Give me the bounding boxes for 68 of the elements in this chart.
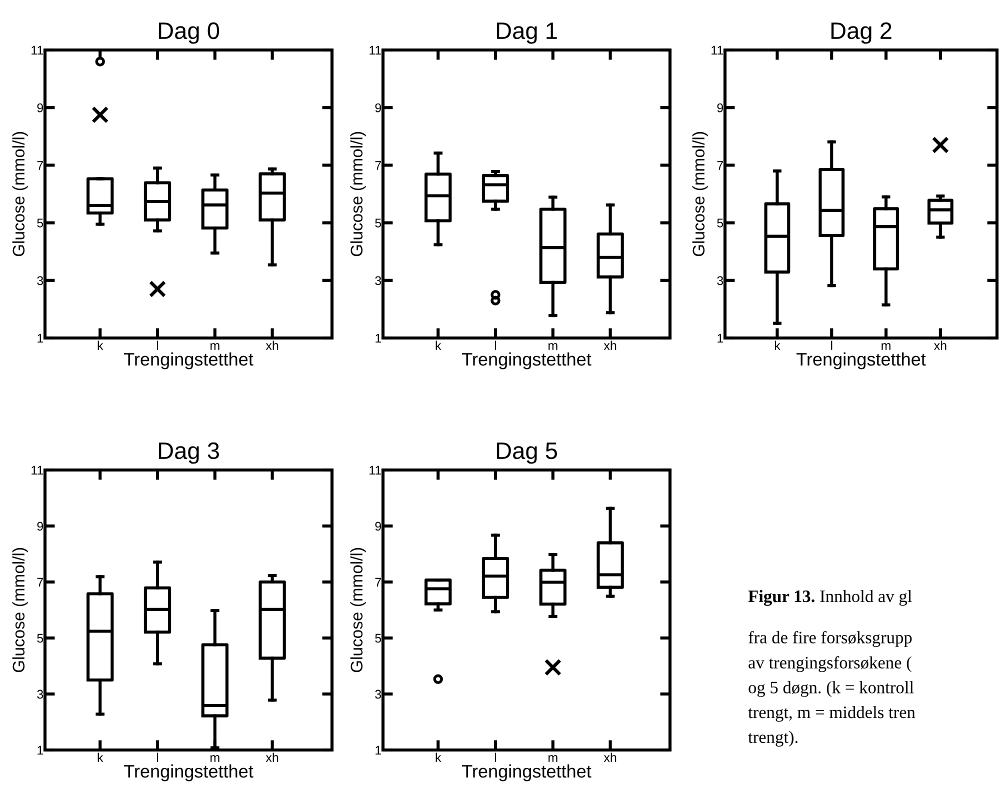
y-axis-title: Glucose (mmol/l) [350,548,366,672]
x-tick-label: xh [604,340,616,350]
x-tick-label: xh [604,752,616,762]
y-tick-label: 1 [376,746,381,755]
y-tick-label: 7 [375,161,381,170]
y-tick-label: 7 [37,161,43,170]
text: Figur 13. [748,590,814,606]
chart-title: Dag 1 [496,22,557,44]
y-axis-title: Glucose (mmol/l) [692,132,708,256]
x-tick-label: k [98,752,104,762]
x-tick-label: l [494,340,496,350]
y-tick-label: 11 [712,46,723,55]
x-axis-title: Trengingstetthet [796,352,926,370]
y-tick-label: 1 [718,334,723,343]
x-tick-label: l [156,340,158,350]
y-tick-label: 11 [32,466,43,475]
x-tick-label: m [548,755,558,762]
y-tick-label: 1 [376,334,381,343]
y-axis-title: Glucose (mmol/l) [350,132,366,256]
y-tick-label: 3 [37,276,44,286]
y-tick-label: 9 [375,522,382,531]
x-tick-label: k [774,340,780,350]
x-tick-label: xh [266,340,278,350]
x-tick-label: l [831,340,832,350]
y-tick-label: 9 [717,103,724,112]
y-tick-label: 1 [38,334,43,343]
x-axis-title: Trengingstetthet [462,764,592,782]
y-tick-label: 3 [37,690,44,699]
chart-title: Dag 0 [158,22,220,44]
x-tick-label: l [156,752,158,762]
x-axis-title: Trengingstetthet [124,352,254,370]
y-tick-label: 11 [370,466,381,475]
x-tick-label: m [210,343,220,350]
y-tick-label: 7 [717,161,723,170]
y-tick-label: 9 [37,103,44,112]
chart-title: Dag 5 [496,442,558,464]
y-tick-label: 9 [375,103,382,112]
x-tick-label: m [548,343,558,350]
y-axis-title: Glucose (mmol/l) [12,132,28,256]
y-tick-label: 7 [375,578,381,587]
text: fra de fire forsøksgrupp av trengingsforsøkene ( og 5 døgn. (k = kontroll trengt, m = middels tren trengt). [748,631,916,747]
y-axis-title: Glucose (mmol/l) [12,548,28,672]
chart-title: Dag 3 [158,442,219,464]
x-tick-label: k [436,340,442,350]
y-tick-label: 11 [370,46,381,55]
y-tick-label: 5 [37,634,44,643]
y-tick-label: 1 [38,746,43,755]
y-tick-label: 5 [375,218,382,228]
y-tick-label: 5 [717,218,724,228]
x-tick-label: k [436,752,442,762]
y-tick-label: 11 [32,46,43,55]
x-axis-title: Trengingstetthet [462,352,592,370]
y-tick-label: 3 [375,276,382,286]
x-tick-label: xh [266,752,278,762]
x-axis-title: Trengingstetthet [124,764,254,782]
x-tick-label: l [494,752,496,762]
text: Innhold av gl [820,590,912,606]
y-tick-label: 7 [37,578,43,587]
y-tick-label: 5 [37,218,44,228]
chart-title: Dag 2 [831,22,892,44]
x-tick-label: m [210,755,220,762]
y-tick-label: 5 [375,634,382,643]
y-tick-label: 3 [717,276,724,286]
x-tick-label: xh [934,340,946,350]
x-tick-label: k [98,340,104,350]
y-tick-label: 3 [375,690,382,699]
x-tick-label: m [882,343,890,350]
y-tick-label: 9 [37,522,44,531]
